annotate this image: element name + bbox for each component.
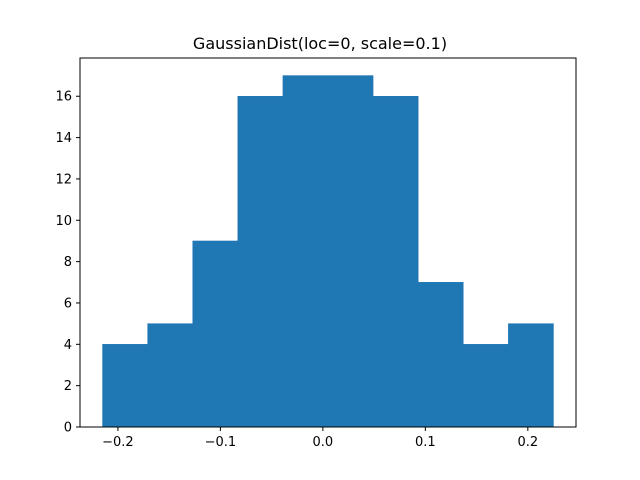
x-tick-label: −0.2 (102, 435, 134, 450)
chart-title: GaussianDist(loc=0, scale=0.1) (193, 34, 447, 53)
histogram-bar (102, 344, 148, 428)
histogram-bar (463, 344, 509, 428)
y-tick-label: 4 (64, 338, 72, 353)
y-tick-label: 2 (64, 379, 72, 394)
y-tick-label: 14 (55, 131, 72, 146)
x-tick-label: −0.1 (205, 435, 237, 450)
x-tick-label: 0.2 (517, 435, 538, 450)
histogram-bar (237, 95, 284, 428)
y-tick-label: 12 (55, 172, 72, 187)
histogram-bar (417, 282, 464, 428)
plot-frame (79, 57, 577, 428)
x-tick-label: 0.1 (415, 435, 436, 450)
histogram-bar (372, 95, 419, 428)
y-tick-label: 8 (64, 255, 72, 270)
histogram-bar (327, 75, 374, 428)
y-tick-label: 6 (64, 296, 72, 311)
x-tick-label: 0.0 (313, 435, 334, 450)
y-tick-label: 16 (55, 90, 72, 105)
y-tick-label: 0 (64, 421, 72, 436)
histogram-bar (282, 75, 329, 428)
axes-layer: −0.2 −0.1 0.0 0.1 0.2 0 2 4 6 8 10 12 14 16 (55, 57, 577, 450)
bars-layer (102, 75, 554, 428)
histogram-bar (147, 323, 193, 428)
histogram-bar (192, 240, 239, 428)
y-tick-label: 10 (55, 214, 72, 229)
histogram-bar (508, 323, 554, 428)
